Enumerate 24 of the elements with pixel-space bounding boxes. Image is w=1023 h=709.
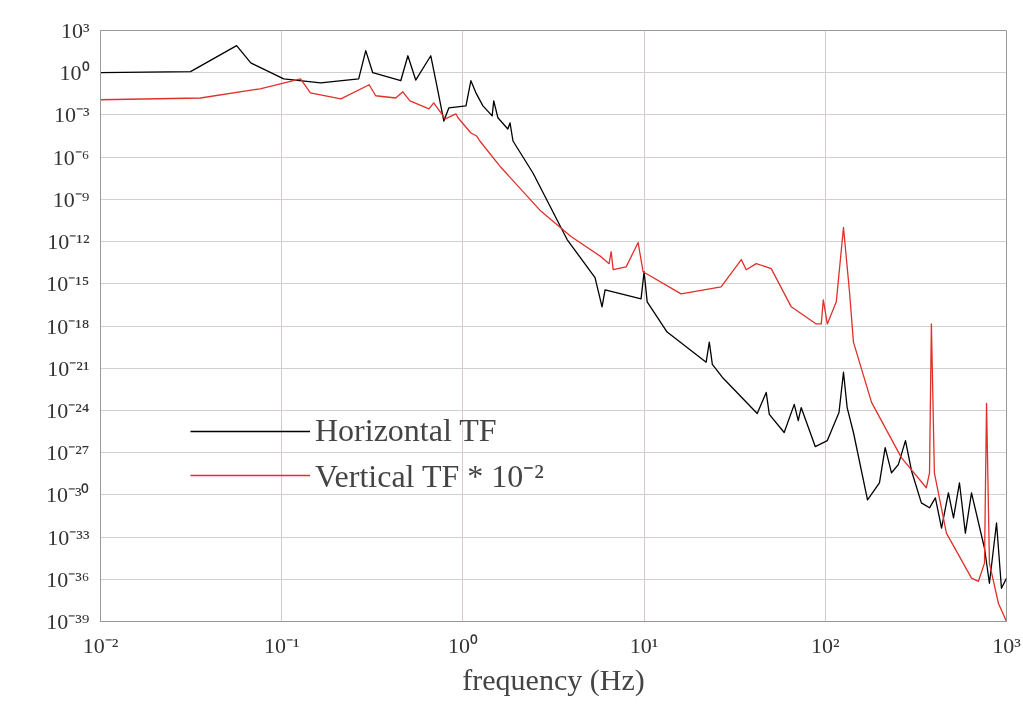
y-tick-label: 10⁻³⁹: [46, 609, 90, 634]
y-tick-label: 10⁻⁶: [52, 144, 90, 170]
y-tick-label: 10⁻¹⁸: [46, 313, 90, 339]
y-tick-label: 10⁻³³: [47, 524, 90, 550]
y-tick-label: 10⁰: [59, 60, 90, 86]
x-tick-label: 10⁰: [447, 632, 478, 658]
y-tick-label: 10⁻²⁴: [46, 397, 90, 423]
y-tick-label: 10⁻²¹: [47, 355, 90, 381]
y-tick-label: 10⁻⁹: [52, 186, 90, 212]
y-tick-label: 10⁻³: [53, 102, 90, 128]
x-tick-label: 10⁻¹: [263, 632, 300, 658]
y-tick-label: 10⁻³⁶: [46, 566, 90, 592]
x-axis-title: frequency (Hz): [462, 662, 645, 697]
x-tick-label: 10¹: [629, 632, 659, 658]
y-tick-label: 10⁻³⁰: [45, 482, 90, 508]
x-tick-label: 10³: [992, 632, 1022, 658]
legend-label: Vertical TF * 10⁻²: [315, 457, 544, 496]
legend-label: Horizontal TF: [315, 412, 497, 449]
y-tick-label: 10⁻²⁷: [46, 440, 90, 466]
y-tick-label: 10³: [60, 18, 90, 43]
x-tick-label: 10²: [811, 632, 840, 658]
y-tick-label: 10⁻¹⁵: [46, 271, 90, 297]
x-tick-label: 10⁻²: [82, 632, 119, 658]
y-tick-label: 10⁻¹²: [47, 229, 90, 255]
